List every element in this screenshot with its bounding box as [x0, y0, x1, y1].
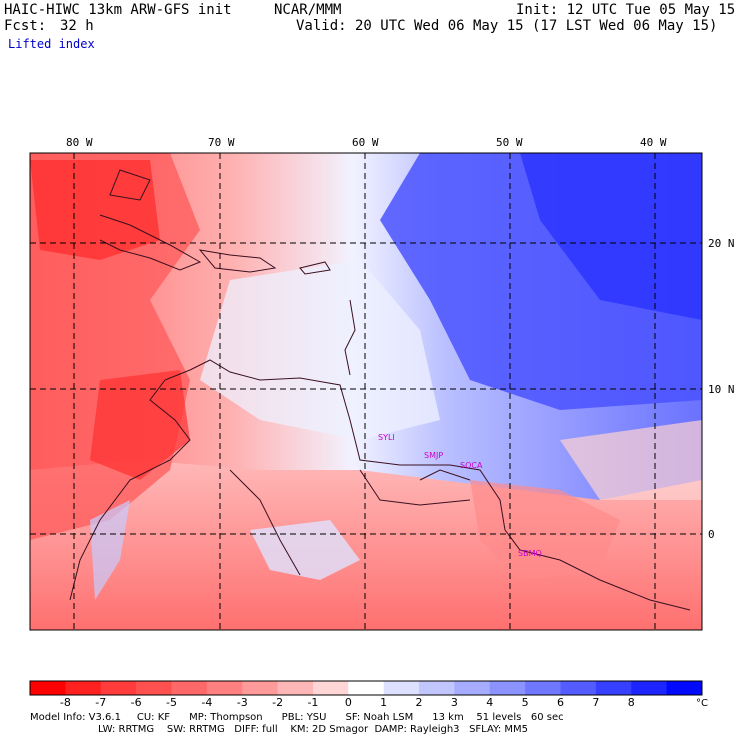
lat-label: 10 N: [708, 383, 735, 396]
colorbar-swatch: [65, 681, 102, 695]
colorbar-tick-label: 8: [628, 696, 635, 709]
lifted-index-field: [30, 153, 702, 630]
forecast-label: Fcst:: [4, 18, 47, 34]
colorbar-swatch: [136, 681, 172, 695]
colorbar-tick-label: 5: [522, 696, 529, 709]
colorbar-swatch: [454, 681, 491, 695]
colorbar-swatch: [30, 681, 66, 695]
colorbar-swatch: [383, 681, 420, 695]
colorbar-tick-label: -4: [201, 696, 212, 709]
station-label: SBMQ: [518, 549, 542, 558]
colorbar-tick-label: -2: [272, 696, 283, 709]
colorbar-tick-label: -5: [166, 696, 177, 709]
org-label: NCAR/MMM: [274, 2, 342, 18]
lon-label: 60 W: [352, 136, 379, 149]
model-info-line: Model Info: V3.6.1 CU: KF MP: Thompson P…: [30, 712, 564, 723]
colorbar: -8 -7 -6 -5 -4 -3 -2 -1 0 1 2 3 4 5 6 7 8 °C: [29, 680, 708, 709]
colorbar-tick-label: 3: [451, 696, 458, 709]
graticule: [30, 153, 702, 630]
colorbar-tick-label: -3: [237, 696, 248, 709]
lat-label: 20 N: [708, 237, 735, 250]
station-label: SOCA: [460, 461, 483, 470]
colorbar-tick-label: 6: [557, 696, 564, 709]
lon-label: 50 W: [496, 136, 523, 149]
colorbar-swatch: [242, 681, 279, 695]
model-title: HAIC-HIWC 13km ARW-GFS init: [4, 2, 232, 18]
colorbar-swatch: [631, 681, 668, 695]
model-physics-line: LW: RRTMG SW: RRTMG DIFF: full KM: 2D Sm…: [98, 724, 528, 735]
station-label: SMJP: [424, 451, 443, 460]
colorbar-tick-label: 7: [592, 696, 599, 709]
colorbar-swatch: [525, 681, 562, 695]
colorbar-swatch: [277, 681, 314, 695]
lat-label: 0: [708, 528, 715, 541]
valid-time: Valid: 20 UTC Wed 06 May 15 (17 LST Wed …: [296, 18, 718, 34]
colorbar-tick-label: 1: [380, 696, 387, 709]
colorbar-swatch: [666, 681, 703, 695]
colorbar-tick-label: 2: [416, 696, 423, 709]
forecast-hour: 32 h: [60, 18, 94, 34]
colorbar-tick-label: 4: [486, 696, 493, 709]
colorbar-swatch: [206, 681, 243, 695]
colorbar-tick-label: -6: [131, 696, 142, 709]
colorbar-swatch: [489, 681, 526, 695]
coastlines: [69, 169, 691, 611]
map-frame: [29, 152, 703, 631]
colorbar-swatch: [560, 681, 597, 695]
colorbar-swatch: [348, 681, 385, 695]
colorbar-swatch: [312, 681, 349, 695]
colorbar-frame: [29, 680, 703, 696]
lon-label: 70 W: [208, 136, 235, 149]
station-label: SYLI: [378, 433, 395, 442]
colorbar-tick-label: -8: [60, 696, 71, 709]
lon-label: 80 W: [66, 136, 93, 149]
colorbar-swatch: [171, 681, 208, 695]
colorbar-tick-label: -7: [95, 696, 106, 709]
colorbar-swatch: [419, 681, 455, 695]
lon-label: 40 W: [640, 136, 667, 149]
colorbar-tick-label: 0: [345, 696, 352, 709]
init-time: Init: 12 UTC Tue 05 May 15: [516, 2, 736, 18]
colorbar-tick-label: -1: [307, 696, 318, 709]
colorbar-swatch: [595, 681, 632, 695]
colorbar-swatch: [100, 681, 137, 695]
colorbar-unit: °C: [696, 698, 708, 709]
field-name: Lifted index: [8, 37, 95, 51]
